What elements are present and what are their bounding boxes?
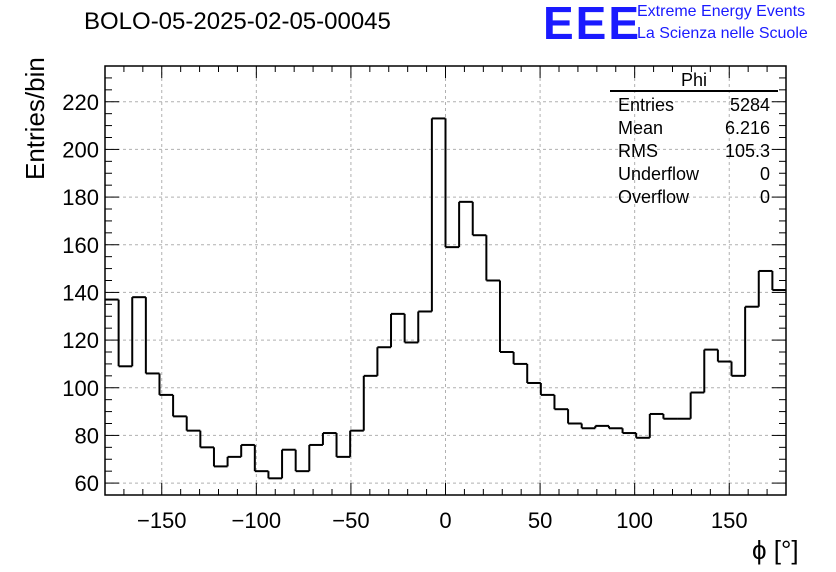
histogram-bin [362, 374, 378, 431]
histogram-bin [376, 346, 392, 376]
stats-row-rms: RMS 105.3 [610, 140, 778, 163]
stats-row-underflow: Underflow 0 [610, 163, 778, 186]
histogram-bin [771, 270, 786, 292]
histogram-bin [744, 305, 759, 376]
stats-label: RMS [618, 141, 658, 161]
x-tick-label: 0 [439, 508, 451, 533]
histogram-bin [226, 455, 242, 467]
stats-label: Underflow [618, 164, 700, 184]
stats-box: Phi Entries 5284 Mean 6.216 RMS 105.3 Un… [610, 70, 778, 209]
y-tick-label: 80 [75, 423, 99, 448]
histogram-bin [117, 299, 133, 368]
histogram-bin [458, 200, 473, 248]
histogram-bin [131, 296, 146, 367]
histogram-bin [594, 424, 609, 429]
histogram-bin [403, 313, 419, 344]
x-tick-label: −50 [332, 508, 369, 533]
histogram-bin [390, 312, 405, 348]
histogram-bin [253, 444, 269, 473]
histogram-bin [294, 449, 310, 473]
histogram-bin [144, 297, 160, 375]
histogram-bin [430, 117, 446, 312]
histogram-bin [512, 352, 528, 365]
y-tick-label: 120 [62, 328, 99, 353]
y-tick-label: 160 [62, 233, 99, 258]
histogram-bin [471, 201, 487, 237]
x-tick-label: 100 [616, 508, 653, 533]
histogram-bin [267, 471, 283, 480]
histogram-bin [308, 443, 323, 472]
logo-line-1: Extreme Energy Events [637, 3, 806, 20]
y-axis-label: Entries/bin [20, 57, 50, 180]
x-tick-label: −150 [137, 508, 187, 533]
x-tick-label: 150 [711, 508, 748, 533]
y-tick-label: 220 [62, 90, 99, 115]
histogram-bin [240, 443, 255, 457]
stats-row-entries: Entries 5284 [610, 94, 778, 117]
y-tick-label: 180 [62, 185, 99, 210]
histogram-bin [158, 373, 174, 396]
histogram-bin [539, 382, 555, 396]
stats-value: 0 [759, 164, 770, 184]
histogram-bin [185, 416, 201, 432]
histogram-bin [335, 433, 351, 458]
stats-value: 105.3 [724, 141, 770, 161]
histogram-bin [444, 118, 460, 249]
histogram-bin [567, 409, 582, 425]
y-tick-label: 60 [75, 471, 99, 496]
stats-row-overflow: Overflow 0 [610, 186, 778, 209]
histogram-bin [199, 430, 214, 449]
y-tick-label: 140 [62, 280, 99, 305]
histogram-bin [689, 391, 705, 419]
histogram-bin [621, 428, 637, 435]
stats-value: 5284 [729, 95, 770, 115]
histogram-bin [757, 269, 773, 307]
histogram-bin [553, 394, 569, 411]
histogram-bin [349, 429, 364, 457]
stats-label: Overflow [618, 187, 690, 207]
histogram-bin [703, 348, 718, 393]
histogram-bars [105, 117, 786, 480]
stats-row-mean: Mean 6.216 [610, 117, 778, 140]
histogram-bin [607, 425, 623, 430]
stats-label: Entries [618, 95, 675, 115]
x-tick-label: −100 [232, 508, 282, 533]
chart-title: BOLO-05-2025-02-05-00045 [84, 8, 391, 35]
eee-logo: EEE [543, 0, 642, 49]
histogram-bin [526, 363, 541, 384]
histogram-bin [417, 310, 432, 343]
logo-line-2: La Scienza nelle Scuole [637, 25, 808, 42]
tick-marks [104, 66, 787, 495]
y-tick-label: 200 [62, 137, 99, 162]
histogram-bin [716, 349, 732, 363]
histogram-bin [730, 361, 746, 377]
stats-value: 0 [759, 187, 770, 207]
histogram-bin [635, 433, 650, 439]
histogram-bin [580, 423, 596, 430]
stats-label: Mean [618, 118, 664, 138]
histogram-bin [321, 432, 337, 445]
histogram-bin [485, 235, 500, 282]
x-tick-label: 50 [528, 508, 552, 533]
histogram-bin [498, 280, 514, 353]
x-axis-label: ϕ [°] [752, 535, 799, 565]
stats-value: 6.216 [724, 118, 770, 138]
histogram-bin [648, 412, 664, 438]
stats-title: Phi [610, 70, 778, 92]
histogram-bin [281, 448, 296, 479]
y-tick-label: 100 [62, 376, 99, 401]
histogram-bin [172, 394, 187, 418]
tick-labels: −150 −100 −50 0 50 100 150 60 80 100 120 140 160 180 2… [62, 90, 747, 533]
histogram-bin [662, 413, 678, 420]
histogram-bin [212, 447, 228, 468]
